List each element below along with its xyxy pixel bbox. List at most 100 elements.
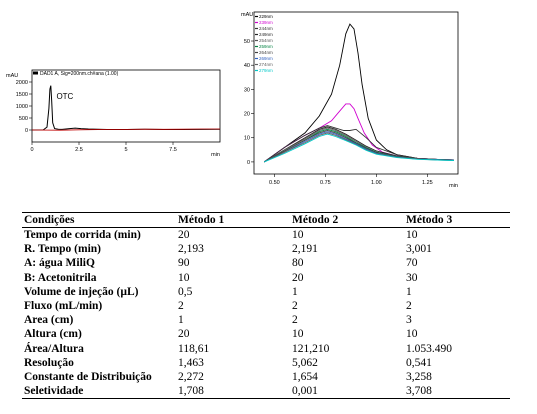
cell-method-2: 20 bbox=[292, 271, 304, 284]
table-row: Área/Altura 118,61 121,210 1.053.490 bbox=[22, 342, 510, 356]
legend-entry: 269nm bbox=[259, 56, 273, 61]
x-axis-label: min bbox=[449, 183, 458, 189]
x-tick-label: 1.00 bbox=[371, 180, 382, 186]
chromatogram-otc: mAU min DAD1 A, Sig=200nm.ch#ana (1.00) 0 50… bbox=[0, 62, 228, 164]
row-label: Área/Altura bbox=[24, 342, 84, 355]
table-row: B: Acetonitrila 10 20 30 bbox=[22, 271, 510, 285]
chromatogram-wavelengths-svg: mAU min 0 10 20 30 40 50 0.50 0.75 1.00 1.25 229nm23… bbox=[241, 11, 459, 189]
row-label: B: Acetonitrila bbox=[24, 271, 97, 284]
x-tick-label: 0.50 bbox=[269, 180, 280, 186]
header-conditions: Condições bbox=[22, 212, 176, 228]
cell-method-1: 2,193 bbox=[178, 243, 204, 256]
legend-entry: 274nm bbox=[259, 62, 273, 67]
plot-frame bbox=[253, 11, 459, 175]
legend-entry: 279nm bbox=[259, 68, 273, 73]
table-row: R. Tempo (min) 2,193 2,191 3,001 bbox=[22, 242, 510, 256]
x-tick-label: 0.75 bbox=[320, 180, 331, 186]
cell-method-1: 20 bbox=[178, 229, 190, 242]
table-row: Area (cm) 1 2 3 bbox=[22, 313, 510, 327]
series-line-274nm bbox=[264, 132, 454, 163]
table-row: Tempo de corrida (min) 20 10 10 bbox=[22, 228, 510, 243]
y-tick-label: 500 bbox=[19, 116, 28, 122]
plot-frame bbox=[31, 69, 221, 143]
cell-method-2: 1 bbox=[292, 285, 298, 298]
legend-entry: DAD1 A, Sig=200nm.ch#ana (1.00) bbox=[40, 71, 119, 77]
cell-method-2: 2 bbox=[292, 300, 298, 313]
methods-table: Condições Método 1 Método 2 Método 3 Tem… bbox=[22, 212, 510, 400]
y-tick-label: 20 bbox=[244, 112, 250, 118]
row-label: R. Tempo (min) bbox=[24, 243, 101, 256]
legend-entry: 264nm bbox=[259, 50, 273, 55]
x-tick-label: 7.5 bbox=[169, 147, 177, 153]
table-row: Altura (cm) 20 10 10 bbox=[22, 327, 510, 341]
x-tick-label: 5 bbox=[124, 147, 127, 153]
chromatogram-otc-svg: mAU min DAD1 A, Sig=200nm.ch#ana (1.00) 0 50… bbox=[6, 69, 221, 158]
cell-method-1: 90 bbox=[178, 257, 190, 270]
header-method-3: Método 3 bbox=[404, 212, 510, 228]
table-row: Fluxo (mL/min) 2 2 2 bbox=[22, 299, 510, 313]
cell-method-2: 2,191 bbox=[292, 243, 318, 256]
cell-method-3: 3,708 bbox=[404, 384, 510, 400]
cell-method-2: 1,654 bbox=[292, 370, 318, 383]
cell-method-3: 0,541 bbox=[406, 356, 432, 369]
cell-method-3: 2 bbox=[406, 300, 412, 313]
y-tick-label: 1500 bbox=[16, 92, 28, 98]
cell-method-1: 10 bbox=[178, 271, 190, 284]
header-method-1: Método 1 bbox=[176, 212, 290, 228]
cell-method-3: 10 bbox=[406, 328, 418, 341]
table-row: Resolução 1,463 5,062 0,541 bbox=[22, 356, 510, 370]
table-row: A: água MiliQ 90 80 70 bbox=[22, 256, 510, 270]
series-line-279nm bbox=[264, 133, 454, 163]
cell-method-3: 10 bbox=[406, 229, 418, 242]
table-row: Seletividade 1,708 0,001 3,708 bbox=[22, 384, 510, 400]
cell-method-1: 20 bbox=[178, 328, 190, 341]
x-tick-label: 2.5 bbox=[75, 147, 83, 153]
cell-method-1: 2 bbox=[178, 300, 184, 313]
cell-method-3: 1 bbox=[406, 285, 412, 298]
cell-method-3: 1.053.490 bbox=[406, 342, 452, 355]
chromatogram-wavelengths: mAU min 0 10 20 30 40 50 0.50 0.75 1.00 1.25 229nm 23… bbox=[240, 8, 462, 192]
cell-method-1: 2,272 bbox=[178, 370, 204, 383]
cell-method-2: 5,062 bbox=[292, 356, 318, 369]
x-tick-label: 1.25 bbox=[422, 180, 433, 186]
legend-entry: 239nm bbox=[259, 20, 273, 25]
table-header-row: Condições Método 1 Método 2 Método 3 bbox=[22, 212, 510, 228]
x-axis-label: min bbox=[211, 152, 220, 158]
cell-method-2: 80 bbox=[292, 257, 304, 270]
legend-entry: 229nm bbox=[259, 14, 273, 19]
row-label: Volume de injeção (µL) bbox=[24, 285, 139, 298]
legend-entry: 249nm bbox=[259, 32, 273, 37]
table-body: Tempo de corrida (min) 20 10 10 R. Tempo (mi… bbox=[22, 228, 510, 400]
row-label: Resolução bbox=[24, 356, 74, 369]
series-line-1 bbox=[31, 128, 220, 131]
y-tick-label: 10 bbox=[244, 136, 250, 142]
cell-method-1: 1 bbox=[178, 314, 184, 327]
row-label: Altura (cm) bbox=[24, 328, 82, 341]
cell-method-2: 0,001 bbox=[290, 384, 404, 400]
cell-method-2: 2 bbox=[292, 314, 298, 327]
y-axis-label: mAU bbox=[241, 12, 253, 18]
y-tick-label: 1000 bbox=[16, 104, 28, 110]
series-line-229nm bbox=[263, 23, 454, 163]
cell-method-1: 1,708 bbox=[176, 384, 290, 400]
y-tick-label: 2000 bbox=[16, 80, 28, 86]
legend-entry: 254nm bbox=[259, 38, 273, 43]
cell-method-3: 3 bbox=[406, 314, 412, 327]
y-axis-label: mAU bbox=[6, 73, 18, 79]
legend-entry: 259nm bbox=[259, 44, 273, 49]
row-label: Tempo de corrida (min) bbox=[24, 229, 141, 242]
x-tick-label: 0 bbox=[30, 147, 33, 153]
row-label: Constante de Distribuição bbox=[24, 370, 152, 383]
cell-method-1: 118,61 bbox=[178, 342, 210, 355]
y-tick-label: 50 bbox=[244, 39, 250, 45]
row-label: A: água MiliQ bbox=[24, 257, 95, 270]
y-tick-label: 40 bbox=[244, 63, 250, 69]
legend-entry: 244nm bbox=[259, 26, 273, 31]
cell-method-3: 3,258 bbox=[406, 370, 432, 383]
peak-annotation: OTC bbox=[56, 92, 73, 101]
row-label: Seletividade bbox=[22, 384, 176, 400]
y-tick-label: 30 bbox=[244, 87, 250, 93]
cell-method-2: 121,210 bbox=[292, 342, 330, 355]
cell-method-3: 3,001 bbox=[406, 243, 432, 256]
row-label: Fluxo (mL/min) bbox=[24, 300, 103, 313]
